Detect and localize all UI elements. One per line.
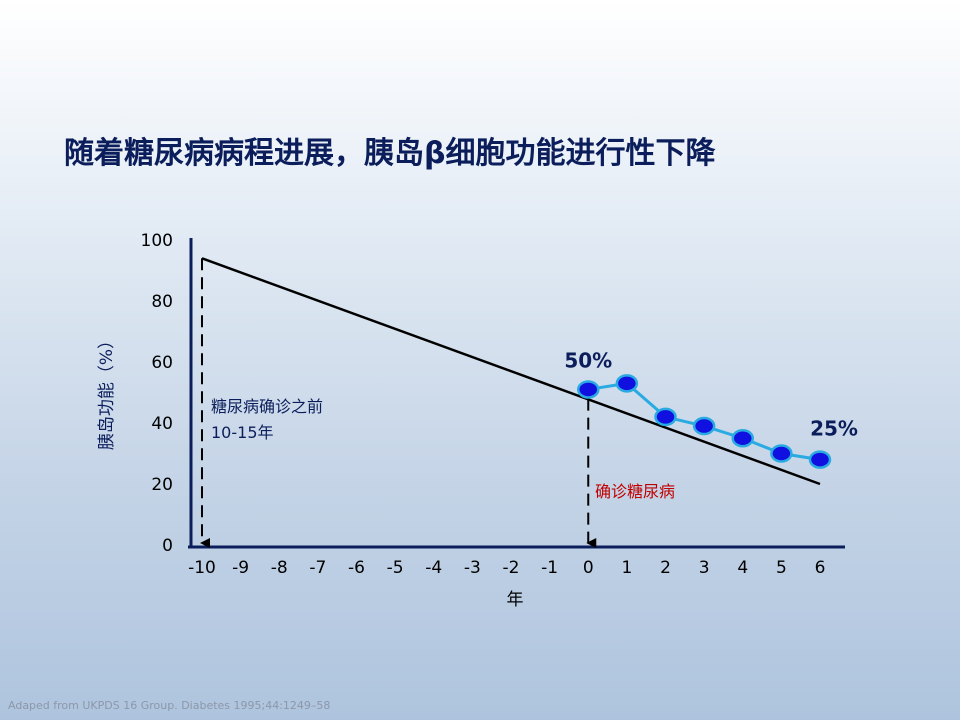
annotation-before-diagnosis: 糖尿病确诊之前	[211, 397, 323, 416]
data-label: 50%	[564, 348, 612, 372]
series	[201, 257, 832, 486]
y-tick-labels: 0 20 40 60 80 100	[141, 231, 173, 556]
data-labels: 50% 25%	[564, 348, 858, 440]
data-point	[770, 444, 793, 463]
x-tick-label: 1	[621, 558, 632, 578]
y-axis-label: 胰岛功能（%）	[97, 332, 117, 450]
y-tick-label: 0	[162, 536, 173, 556]
dashed-markers	[200, 258, 597, 548]
x-tick-label: 6	[815, 558, 826, 578]
x-tick-label: -1	[541, 558, 558, 578]
y-tick-label: 80	[151, 292, 173, 312]
x-tick-label: -6	[348, 558, 365, 578]
citation: Adaped from UKPDS 16 Group. Diabetes 199…	[8, 699, 331, 712]
x-tick-label: -2	[503, 558, 520, 578]
data-label: 25%	[810, 417, 858, 441]
data-point	[808, 450, 832, 469]
page-title: 随着糖尿病病程进展，胰岛β细胞功能进行性下降	[64, 136, 716, 171]
y-tick-label: 40	[151, 414, 173, 434]
x-tick-labels: -10 -9 -8 -7 -6 -5 -4 -3 -2 -1 0 1 2 3 4 5 6	[188, 558, 825, 578]
x-tick-label: -5	[387, 558, 404, 578]
axes	[188, 238, 845, 549]
x-tick-label: 5	[776, 558, 787, 578]
decline-trend-line	[201, 257, 821, 486]
x-tick-label: -9	[232, 558, 249, 578]
annotation-years-before: 10-15年	[211, 423, 274, 442]
data-point	[577, 380, 600, 399]
x-tick-label: -3	[464, 558, 481, 578]
y-tick-label: 20	[151, 475, 173, 495]
data-point	[654, 407, 677, 427]
data-point	[692, 416, 716, 436]
data-point	[731, 429, 754, 448]
y-tick-label: 100	[141, 231, 173, 251]
x-axis-label: 年	[507, 590, 524, 610]
x-tick-label: 2	[660, 558, 671, 578]
annotation-diagnosis: 确诊糖尿病	[595, 482, 675, 501]
x-tick-label: 4	[737, 558, 748, 578]
y-tick-label: 60	[151, 353, 173, 373]
x-tick-label: 0	[583, 558, 594, 578]
x-tick-label: -10	[188, 558, 216, 578]
x-tick-label: -7	[309, 558, 326, 578]
x-tick-label: -4	[425, 558, 442, 578]
x-tick-label: -8	[271, 558, 288, 578]
data-point	[615, 374, 639, 393]
x-tick-label: 3	[699, 558, 710, 578]
